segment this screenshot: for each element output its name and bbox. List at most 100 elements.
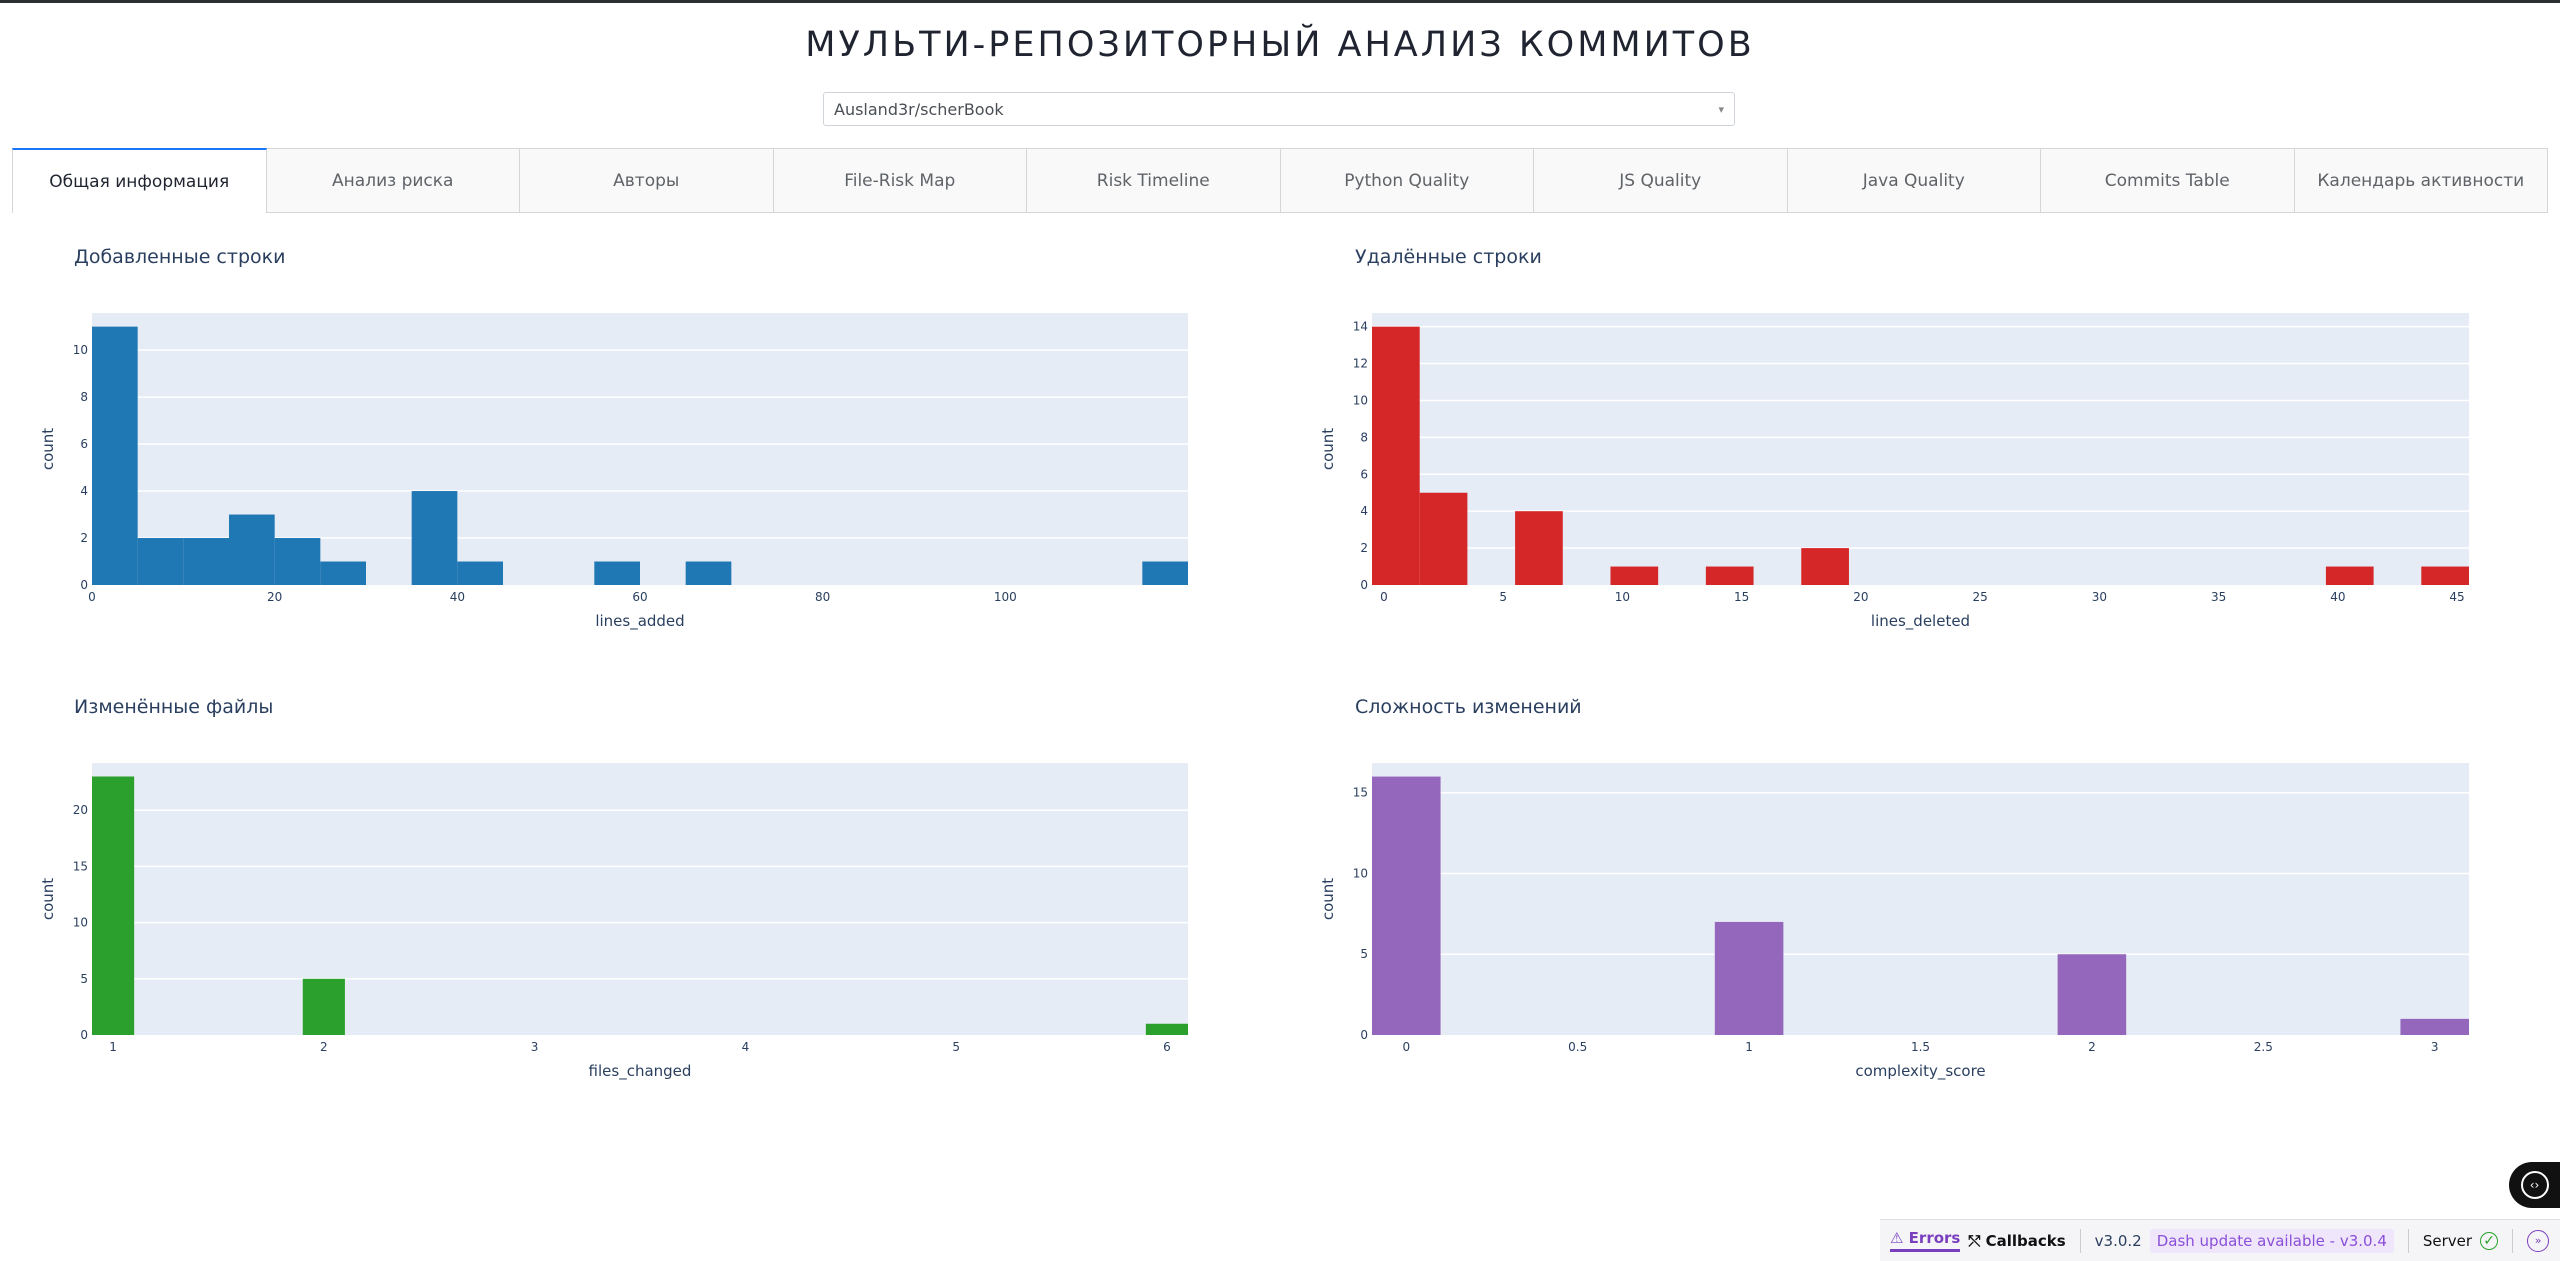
x-tick-label: 0.5 xyxy=(1568,1040,1587,1054)
callbacks-label: Callbacks xyxy=(1985,1231,2066,1250)
x-tick-label: 4 xyxy=(742,1040,750,1054)
x-tick-label: 30 xyxy=(2092,590,2107,604)
tab-python-quality[interactable]: Python Quality xyxy=(1280,148,1534,213)
histogram-bar xyxy=(1714,921,1784,1035)
histogram-plot: 0 5 10 15 0 0.5 1 1.5 2 2.5 3 complexity_score count xyxy=(1319,763,2469,1081)
histogram-bar xyxy=(1145,1023,1188,1035)
y-tick-label: 0 xyxy=(1360,1028,1368,1042)
chart-complexity: Сложность изменений 0 5 10 15 0 0.5 1 1.5 2 2.5 3 c… xyxy=(1313,685,2560,1085)
histogram-bar xyxy=(92,326,138,585)
y-tick-label: 0 xyxy=(1360,578,1368,592)
chart-lines-deleted: Удалённые строки 0 2 4 6 8 10 12 14 0 5 10 15 20 25 30… xyxy=(1313,235,2560,635)
y-axis-label: count xyxy=(1319,428,1337,470)
tab-commits-table[interactable]: Commits Table xyxy=(2041,148,2295,213)
tab-js-quality[interactable]: JS Quality xyxy=(1534,148,1788,213)
x-tick-label: 2 xyxy=(2088,1040,2096,1054)
histogram-bar xyxy=(1372,326,1420,585)
chart-lines-added: Добавленные строки 0 2 4 6 8 10 0 20 40 60 80 100 li… xyxy=(32,235,1282,635)
x-tick-label: 45 xyxy=(2449,590,2464,604)
repo-dropdown[interactable]: Ausland3r/scherBook ▾ xyxy=(823,92,1735,126)
histogram-bar xyxy=(1142,561,1188,585)
divider xyxy=(2407,1228,2409,1253)
histogram-bar xyxy=(302,978,345,1035)
y-axis-label: count xyxy=(1319,878,1337,920)
x-axis-label: files_changed xyxy=(589,1062,692,1081)
chart-title: Удалённые строки xyxy=(1355,246,1542,268)
dash-devtools-bar: ⚠ Errors ⤲ Callbacks v3.0.2 Dash update … xyxy=(1880,1219,2560,1261)
x-tick-label: 1.5 xyxy=(1911,1040,1930,1054)
histogram-bar xyxy=(2400,1018,2469,1035)
chart-title: Добавленные строки xyxy=(74,246,286,268)
check-icon: ✓ xyxy=(2480,1231,2499,1250)
histogram-bar xyxy=(229,514,275,585)
histogram-bar xyxy=(2325,566,2374,585)
histogram-plot: 0 2 4 6 8 10 12 14 0 5 10 15 20 25 30 35 40 45 lines_delet… xyxy=(1319,313,2469,631)
y-tick-label: 8 xyxy=(1360,430,1368,444)
debug-toggle-button[interactable]: ‹› xyxy=(2509,1162,2560,1208)
x-tick-label: 5 xyxy=(952,1040,960,1054)
histogram-bar xyxy=(2421,566,2469,585)
y-tick-label: 8 xyxy=(80,390,88,404)
y-tick-label: 0 xyxy=(80,578,88,592)
x-tick-label: 0 xyxy=(1402,1040,1410,1054)
x-tick-label: 20 xyxy=(267,590,282,604)
tab-risk-timeline[interactable]: Risk Timeline xyxy=(1027,148,1281,213)
y-tick-label: 14 xyxy=(1353,320,1368,334)
x-tick-label: 1 xyxy=(1745,1040,1753,1054)
chart-files-changed: Изменённые файлы 0 5 10 15 20 1 2 3 4 5 6 files_cha… xyxy=(32,685,1282,1085)
x-tick-label: 100 xyxy=(994,590,1017,604)
y-tick-label: 15 xyxy=(1353,786,1368,800)
histogram-bar xyxy=(594,561,640,585)
version-label: v3.0.2 xyxy=(2094,1231,2142,1250)
x-axis-label: lines_deleted xyxy=(1871,612,1970,631)
chart-title: Изменённые файлы xyxy=(74,696,274,718)
plot-background xyxy=(1372,763,2469,1035)
y-tick-label: 4 xyxy=(80,484,88,498)
x-tick-label: 40 xyxy=(2330,590,2345,604)
x-tick-label: 0 xyxy=(88,590,96,604)
histogram-bar xyxy=(183,538,229,585)
y-tick-label: 5 xyxy=(1360,947,1368,961)
x-tick-label: 2.5 xyxy=(2254,1040,2273,1054)
tab-bar: Общая информация Анализ риска Авторы Fil… xyxy=(12,148,2548,213)
histogram-bar xyxy=(1705,566,1754,585)
histogram-bar xyxy=(2057,954,2127,1035)
y-tick-label: 10 xyxy=(73,343,88,357)
y-tick-label: 5 xyxy=(80,972,88,986)
tab-risk-analysis[interactable]: Анализ риска xyxy=(266,148,520,213)
callbacks-button[interactable]: ⤲ Callbacks xyxy=(1968,1231,2066,1250)
histogram-plot: 0 5 10 15 20 1 2 3 4 5 6 files_changed count xyxy=(39,763,1188,1081)
tab-file-risk-map[interactable]: File-Risk Map xyxy=(773,148,1027,213)
x-axis-label: lines_added xyxy=(595,612,684,631)
y-tick-label: 0 xyxy=(80,1028,88,1042)
x-tick-label: 25 xyxy=(1972,590,1987,604)
repo-dropdown-value: Ausland3r/scherBook xyxy=(834,99,1004,119)
x-tick-label: 40 xyxy=(450,590,465,604)
expand-icon[interactable]: » xyxy=(2527,1229,2550,1252)
histogram-bar xyxy=(274,538,321,585)
x-tick-label: 1 xyxy=(109,1040,117,1054)
x-tick-label: 80 xyxy=(815,590,830,604)
update-available-link[interactable]: Dash update available - v3.0.4 xyxy=(2149,1228,2394,1253)
chart-title: Сложность изменений xyxy=(1355,696,1582,718)
tab-general-info[interactable]: Общая информация xyxy=(12,148,267,213)
x-tick-label: 0 xyxy=(1380,590,1388,604)
x-tick-label: 6 xyxy=(1163,1040,1171,1054)
code-icon: ‹› xyxy=(2520,1171,2549,1199)
histogram-bar xyxy=(1801,548,1849,585)
divider xyxy=(2512,1228,2514,1253)
y-tick-label: 6 xyxy=(1360,467,1368,481)
y-tick-label: 10 xyxy=(1353,393,1368,407)
tab-activity-calendar[interactable]: Календарь активности xyxy=(2294,148,2548,213)
y-tick-label: 4 xyxy=(1360,504,1368,518)
tab-java-quality[interactable]: Java Quality xyxy=(1787,148,2041,213)
histogram-bar xyxy=(685,561,732,585)
tab-authors[interactable]: Авторы xyxy=(520,148,774,213)
divider xyxy=(2079,1228,2081,1253)
histogram-bar xyxy=(1372,776,1441,1035)
errors-button[interactable]: ⚠ Errors xyxy=(1890,1229,1961,1252)
y-axis-label: count xyxy=(39,428,57,470)
chevron-down-icon: ▾ xyxy=(1718,102,1724,116)
y-tick-label: 12 xyxy=(1353,357,1368,371)
